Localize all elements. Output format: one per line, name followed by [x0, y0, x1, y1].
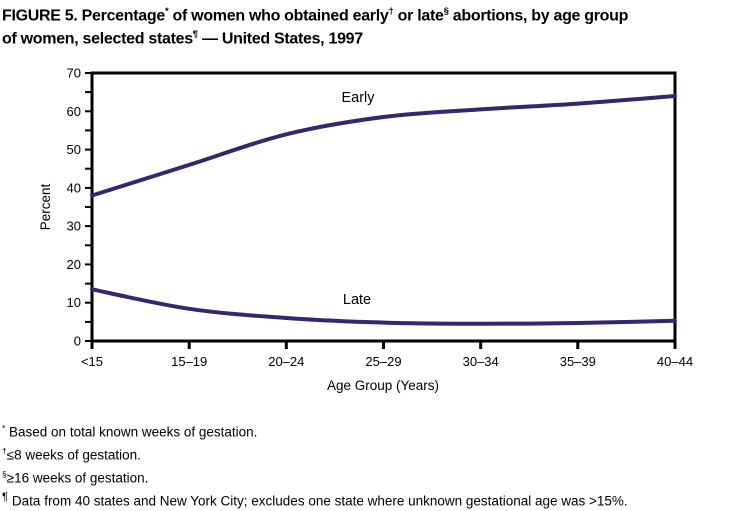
title-text: — United States, 1997	[197, 30, 363, 48]
y-tick-label: 0	[74, 334, 81, 349]
title-superscript: ¶	[192, 29, 198, 41]
x-tick-label: 15–19	[171, 354, 207, 369]
y-axis-title: Percent	[38, 183, 53, 231]
x-axis-title: Age Group (Years)	[326, 378, 440, 393]
footnote-text: Data from 40 states and New York City; e…	[8, 493, 628, 509]
title-superscript: *	[164, 6, 169, 17]
title-text: of women who obtained early	[168, 7, 389, 25]
title-text: or late	[393, 7, 444, 25]
figure-title: FIGURE 5. Percentage* of women who obtai…	[2, 2, 748, 49]
x-tick-label: <15	[81, 354, 103, 369]
footnote-text: ≤8 weeks of gestation.	[6, 447, 141, 463]
title-text: FIGURE 5. Percentage	[2, 7, 165, 25]
footnote: †≤8 weeks of gestation.	[2, 442, 746, 465]
footnote-text: ≥16 weeks of gestation.	[6, 470, 149, 486]
y-tick-label: 10	[67, 295, 81, 310]
series-label-late: Late	[342, 292, 372, 308]
footnote-marker: ¶	[2, 491, 9, 503]
x-tick-label: 20–24	[268, 354, 304, 369]
footnote: §≥16 weeks of gestation.	[2, 465, 746, 488]
title-text: abortions, by age group	[448, 7, 629, 25]
x-tick-label: 35–39	[560, 354, 596, 369]
title-superscript: †	[388, 6, 394, 17]
y-tick-label: 60	[67, 104, 81, 119]
title-text: of women, selected states	[2, 30, 193, 48]
footnotes: * Based on total known weeks of gestatio…	[2, 419, 746, 511]
y-tick-label: 70	[67, 66, 81, 81]
footnote-marker: *	[2, 423, 6, 433]
title-superscript: §	[443, 6, 449, 17]
y-tick-label: 30	[67, 219, 81, 234]
line-chart: 0 10 20 30 40 50 60 70 <15 15–19 20–24 25–29 30–34 35…	[67, 66, 694, 370]
y-tick-label: 40	[67, 180, 81, 195]
series-line-late	[90, 287, 677, 326]
footnote: * Based on total known weeks of gestatio…	[2, 419, 746, 442]
footnote-marker: §	[2, 469, 7, 479]
footnote: ¶ Data from 40 states and New York City;…	[2, 488, 746, 511]
footnote-text: Based on total known weeks of gestation.	[5, 424, 258, 440]
y-tick-label: 50	[67, 142, 81, 157]
series-line-early	[90, 94, 677, 198]
x-tick-label: 30–34	[463, 354, 499, 369]
x-tick-label: 25–29	[365, 354, 401, 369]
footnote-marker: †	[2, 446, 7, 456]
x-tick-label: 40–44	[657, 354, 693, 369]
series-label-early: Early	[341, 90, 375, 106]
y-tick-label: 20	[67, 257, 81, 272]
